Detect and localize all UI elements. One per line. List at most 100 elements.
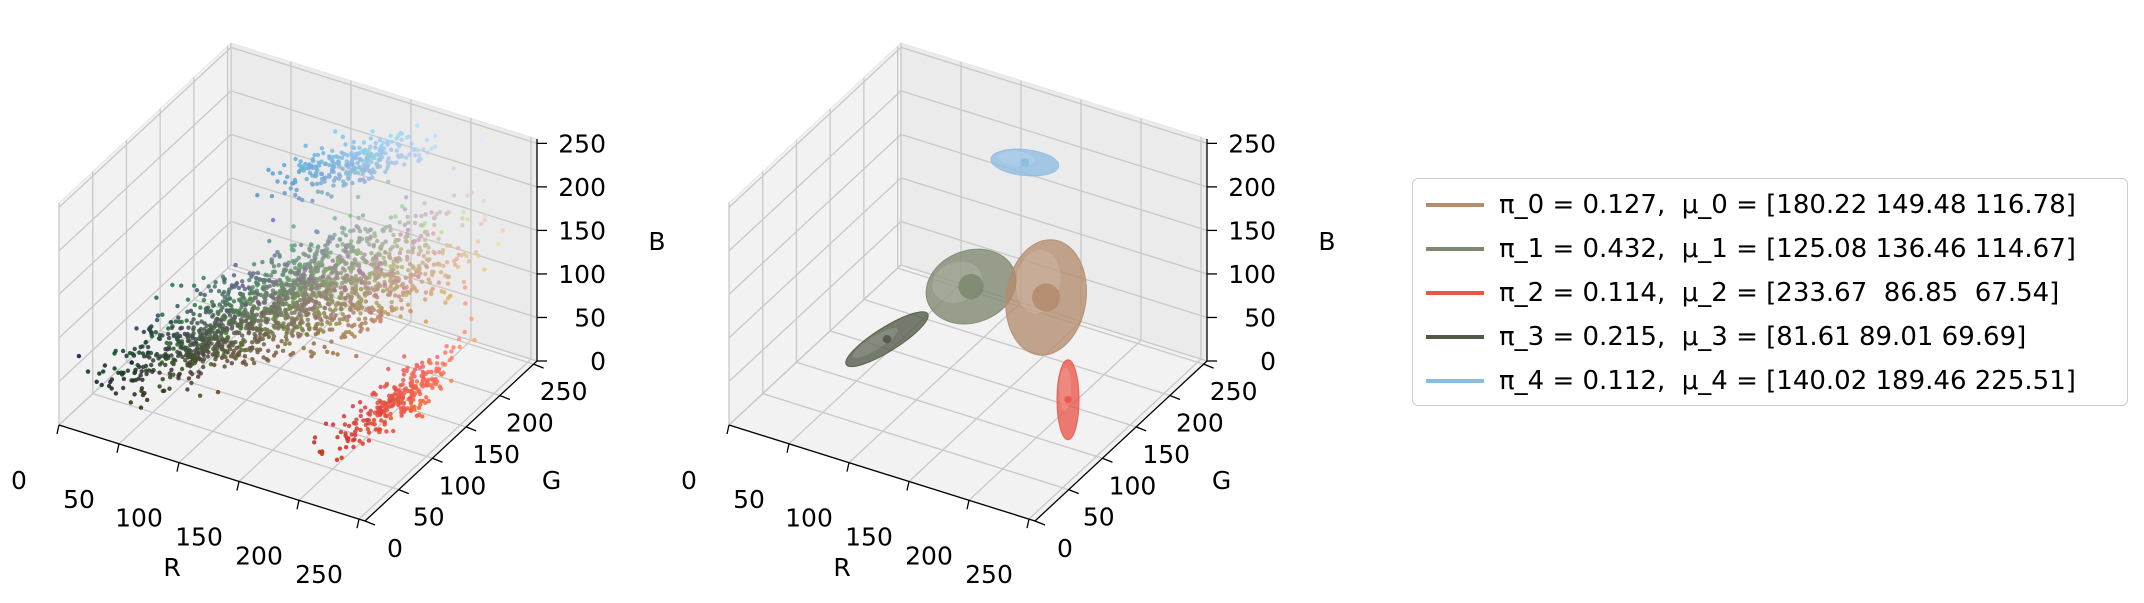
scatter-point bbox=[277, 297, 283, 302]
scatter-point bbox=[257, 331, 263, 337]
scatter-point bbox=[175, 342, 180, 347]
right-grid-y-floor bbox=[796, 361, 1103, 459]
scatter-point bbox=[432, 214, 438, 220]
scatter-point bbox=[210, 303, 216, 308]
scatter-point bbox=[357, 239, 362, 244]
scatter-point bbox=[310, 285, 316, 291]
scatter-point bbox=[326, 301, 331, 306]
left-x-tick bbox=[296, 500, 300, 510]
scatter-point bbox=[400, 290, 406, 295]
scatter-point bbox=[368, 227, 373, 232]
scatter-point bbox=[397, 393, 402, 399]
scatter-point bbox=[138, 405, 144, 410]
scatter-point bbox=[384, 401, 389, 407]
scatter-point bbox=[327, 266, 333, 271]
scatter-point bbox=[290, 283, 295, 288]
scatter-point bbox=[157, 332, 163, 338]
scatter-point bbox=[377, 138, 383, 143]
scatter-point bbox=[162, 388, 167, 393]
scatter-point bbox=[240, 333, 245, 338]
scatter-point bbox=[418, 402, 423, 407]
scatter-point bbox=[346, 423, 352, 429]
scatter-point bbox=[399, 306, 404, 311]
scatter-point bbox=[359, 280, 364, 285]
scatter-point bbox=[379, 312, 384, 318]
scatter-point bbox=[445, 296, 451, 301]
scatter-point bbox=[363, 422, 369, 427]
scatter-point bbox=[277, 252, 282, 258]
scatter-point bbox=[171, 372, 176, 377]
scatter-point bbox=[415, 267, 420, 272]
scatter-point bbox=[198, 371, 203, 376]
scatter-point bbox=[407, 395, 413, 401]
scatter-point bbox=[196, 328, 202, 333]
left-y-tick-label: 50 bbox=[413, 503, 445, 532]
right-z-label: B bbox=[1318, 227, 1335, 256]
scatter-point bbox=[425, 150, 430, 155]
scatter-point bbox=[373, 268, 378, 273]
scatter-point bbox=[408, 408, 413, 414]
scatter-point bbox=[419, 213, 424, 219]
scatter-point bbox=[335, 435, 340, 440]
scatter-point bbox=[167, 386, 172, 391]
scatter-point bbox=[202, 327, 207, 332]
scatter-point bbox=[102, 363, 108, 368]
left-y-tick bbox=[364, 520, 376, 526]
scatter-point bbox=[364, 239, 370, 244]
scatter-point bbox=[412, 367, 418, 372]
scatter-point bbox=[353, 166, 358, 171]
scatter-point bbox=[354, 292, 360, 297]
left-grid-x bbox=[238, 99, 412, 482]
scatter-point bbox=[446, 274, 451, 279]
scatter-point bbox=[189, 380, 194, 386]
scatter-point bbox=[252, 331, 257, 337]
scatter-point bbox=[344, 170, 349, 175]
scatter-point bbox=[137, 350, 142, 355]
scatter-point bbox=[349, 239, 354, 244]
scatter-point bbox=[120, 348, 126, 354]
scatter-point bbox=[384, 383, 389, 388]
scatter-point bbox=[433, 133, 438, 138]
scatter-point bbox=[309, 354, 314, 359]
scatter-point bbox=[453, 262, 458, 267]
scatter-point bbox=[345, 438, 351, 444]
scatter-point bbox=[288, 186, 293, 191]
scatter-point bbox=[374, 161, 379, 166]
scatter-point bbox=[410, 283, 415, 288]
scatter-point bbox=[367, 412, 373, 417]
scatter-point bbox=[449, 378, 454, 383]
scatter-point bbox=[249, 310, 254, 316]
scatter-point bbox=[432, 144, 438, 149]
scatter-point bbox=[398, 314, 403, 319]
scatter-point bbox=[422, 237, 428, 243]
scatter-point bbox=[347, 249, 353, 255]
scatter-point bbox=[315, 244, 321, 249]
left-z-tick-label: 0 bbox=[590, 347, 606, 376]
scatter-point bbox=[374, 254, 379, 260]
scatter-point bbox=[125, 368, 131, 373]
scatter-point bbox=[312, 152, 317, 158]
scatter-point bbox=[139, 386, 145, 391]
scatter-point bbox=[329, 288, 334, 294]
scatter-point bbox=[200, 331, 206, 336]
scatter-point bbox=[333, 266, 338, 271]
legend-item: π_2 = 0.114, μ_2 = [233.67 86.85 67.54] bbox=[1413, 271, 2059, 315]
scatter-point bbox=[423, 271, 428, 277]
scatter-point bbox=[367, 306, 373, 311]
scatter-point bbox=[318, 171, 324, 176]
scatter-point bbox=[426, 398, 431, 404]
scatter-point bbox=[262, 292, 267, 298]
scatter-point bbox=[420, 378, 425, 383]
scatter-point bbox=[482, 212, 488, 218]
right-z-tick-label: 100 bbox=[1228, 260, 1276, 289]
scatter-point bbox=[380, 149, 385, 154]
scatter-point bbox=[363, 226, 368, 232]
scatter-point bbox=[298, 159, 303, 164]
scatter-point bbox=[290, 295, 295, 300]
scatter-point bbox=[399, 137, 404, 142]
scatter-point bbox=[271, 301, 277, 307]
scatter-point bbox=[356, 317, 362, 322]
right-y-tick-label: 250 bbox=[1210, 377, 1258, 406]
scatter-point bbox=[356, 268, 362, 273]
scatter-point bbox=[349, 161, 354, 167]
